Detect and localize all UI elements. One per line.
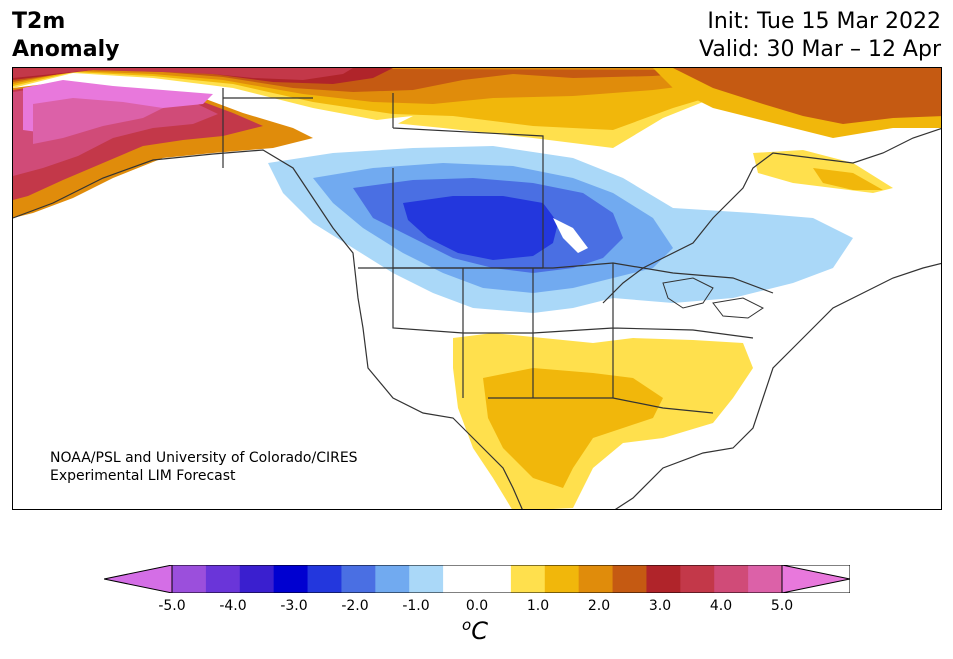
colorbar-segment [307, 565, 342, 593]
colorbar-extend-max [781, 565, 850, 593]
colorbar-tick-label: -3.0 [280, 598, 308, 614]
map-title: T2m Anomaly [12, 8, 119, 64]
colorbar [104, 565, 850, 593]
colorbar-tick-label: 5.0 [770, 598, 794, 614]
alaska-core-pink [33, 98, 163, 144]
colorbar-segment [443, 565, 478, 593]
canada-cold-strong [403, 196, 558, 260]
colorbar-segment [375, 565, 410, 593]
anomaly-map [12, 67, 942, 510]
title-line-1: T2m [12, 9, 66, 34]
colorbar-tick-label: 0.0 [465, 598, 489, 614]
colorbar-tick-label: -4.0 [219, 598, 247, 614]
colorbar-segment [273, 565, 309, 593]
lake [553, 218, 588, 253]
unit-label: oC [462, 616, 488, 645]
greenland-rust [673, 68, 941, 124]
colorbar-segment [714, 565, 749, 593]
colorbar-segment [409, 565, 444, 593]
great-lakes [662, 277, 764, 319]
colorbar-segment [544, 565, 580, 593]
alaska-warm-rust [13, 68, 733, 92]
colorbar-tick-label: -5.0 [158, 598, 186, 614]
colorbar-tick-label: -2.0 [341, 598, 369, 614]
colorbar-tick-label: 1.0 [526, 598, 550, 614]
colorbar-outline [171, 565, 850, 593]
colorbar-segment [172, 565, 207, 593]
unit-degree: o [462, 616, 472, 634]
colorbar-tick-label: 3.0 [648, 598, 672, 614]
init-date: Init: Tue 15 Mar 2022 [707, 9, 941, 34]
valid-period: Valid: 30 Mar – 12 Apr [699, 37, 941, 62]
colorbar-segment [748, 565, 783, 593]
credit-line-2: Experimental LIM Forecast [50, 468, 236, 484]
colorbar-tick-label: -1.0 [402, 598, 430, 614]
title-line-2: Anomaly [12, 37, 120, 62]
colorbar-segment [205, 565, 241, 593]
unit-celsius: C [471, 617, 488, 645]
colorbar-segment [680, 565, 715, 593]
colorbar-segment [646, 565, 681, 593]
colorbar-segments [104, 565, 850, 593]
credit-line-1: NOAA/PSL and University of Colorado/CIRE… [50, 450, 358, 466]
colorbar-segment [578, 565, 614, 593]
colorbar-segment [341, 565, 376, 593]
colorbar-extend-min [104, 565, 173, 593]
colorbar-tick-label: 2.0 [587, 598, 611, 614]
colorbar-segment [239, 565, 275, 593]
forecast-dates: Init: Tue 15 Mar 2022 Valid: 30 Mar – 12… [699, 8, 941, 64]
map-canvas [13, 68, 941, 509]
colorbar-segment [612, 565, 647, 593]
labrador-mid [813, 168, 883, 190]
colorbar-segment [510, 565, 546, 593]
alaska-crimson [13, 68, 353, 80]
colorbar-tick-label: 4.0 [709, 598, 733, 614]
forecast-credit: NOAA/PSL and University of Colorado/CIRE… [50, 449, 358, 485]
coastlines [13, 88, 941, 509]
lake [353, 116, 413, 130]
colorbar-segment [477, 565, 512, 593]
